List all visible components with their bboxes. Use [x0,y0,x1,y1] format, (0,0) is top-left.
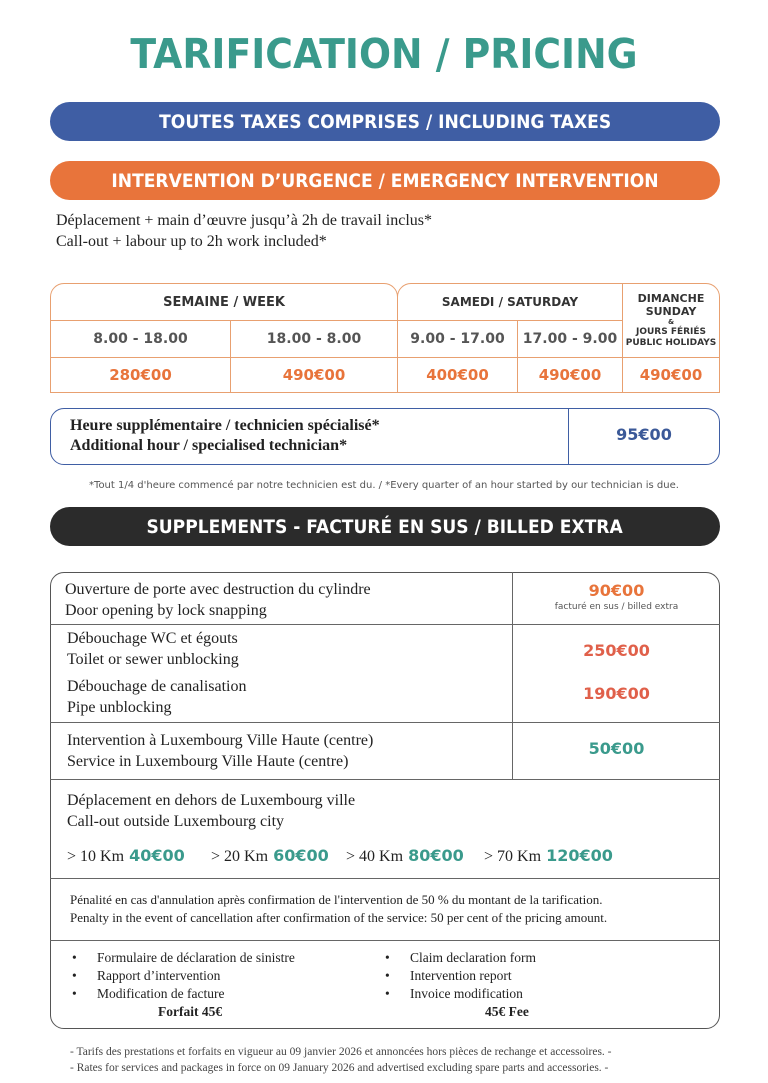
sunday-label: DIMANCHE [637,292,705,305]
time-slot: 9.00 - 17.00 [397,320,518,358]
rate-price: 400€00 [397,357,518,393]
list-item-text: Modification de facture [96,986,225,1001]
supplements-banner: SUPPLEMENTS - FACTURÉ EN SUS / BILLED EX… [50,507,720,546]
rate-price: 490€00 [622,357,720,393]
list-item-text: Invoice modification [409,986,523,1001]
page-title: TARIFICATION / PRICING [130,30,638,78]
door-fr: Ouverture de porte avec destruction du c… [65,581,371,598]
list-item: • Modification de facture [72,986,225,1001]
sunday-label: SUNDAY [645,305,697,318]
wc-en: Toilet or sewer unblocking [67,651,239,668]
time-slot: 18.00 - 8.00 [230,320,398,358]
saturday-header: SAMEDI / SATURDAY [397,283,623,321]
validity-note: - Tarifs des prestations et forfaits en … [70,1044,612,1076]
supplements-banner-text: SUPPLEMENTS - FACTURÉ EN SUS / BILLED EX… [146,515,624,538]
pipe-fr: Débouchage de canalisation [67,678,247,695]
supplements-box [50,572,720,1029]
pipe-en: Pipe unblocking [67,699,172,716]
distance-item: > 40 Km 80€00 [346,846,484,866]
list-item-text: Intervention report [409,968,512,983]
centre-price: 50€00 [588,739,645,758]
door-note: facturé en sus / billed extra [554,602,679,612]
list-item-text: Formulaire de déclaration de sinistre [96,950,295,965]
distance-item: > 10 Km 40€00 [67,846,211,866]
distance-price: 80€00 [408,846,464,865]
rate-price: 490€00 [230,357,398,393]
pipe-label: Débouchage de canalisation Pipe unblocki… [67,676,246,718]
additional-hour-fr: Heure supplémentaire / technicien spécia… [70,417,380,434]
distance-item: > 70 Km 120€00 [484,846,613,865]
admin-fee-en: 45€ Fee [485,1004,529,1019]
emergency-note: Déplacement + main d’œuvre jusqu’à 2h de… [56,210,432,252]
footnote: *Tout 1/4 d'heure commencé par notre tec… [89,480,679,491]
centre-fr: Intervention à Luxembourg Ville Haute (c… [67,732,374,749]
pipe-price: 190€00 [583,684,650,703]
sunday-label: & [667,318,675,326]
sunday-header: DIMANCHE SUNDAY & JOURS FÉRIÉS PUBLIC HO… [622,283,720,358]
distance-item: > 20 Km 60€00 [211,846,346,866]
distance-label: > 40 Km [346,848,404,865]
time-slot: 8.00 - 18.00 [50,320,231,358]
taxes-banner-text: TOUTES TAXES COMPRISES / INCLUDING TAXES [158,110,612,133]
validity-en: - Rates for services and packages in for… [70,1062,609,1074]
admin-fee-fr: Forfait 45€ [158,1004,223,1019]
distance-label: > 10 Km [67,848,125,865]
emergency-banner: INTERVENTION D’URGENCE / EMERGENCY INTER… [50,161,720,200]
distance-prices: > 10 Km 40€00 > 20 Km 60€00 > 40 Km 80€00 >… [67,846,613,866]
admin-list-en: • Claim declaration form • Intervention … [385,949,536,1021]
validity-fr: - Tarifs des prestations et forfaits en … [70,1046,612,1058]
list-item: • Invoice modification [385,986,523,1001]
outside-en: Call-out outside Luxembourg city [67,813,285,830]
wc-label: Débouchage WC et égouts Toilet or sewer … [67,628,239,670]
additional-hour-en: Additional hour / specialised technician… [70,437,348,454]
distance-label: > 20 Km [211,848,269,865]
outside-fr: Déplacement en dehors de Luxembourg vill… [67,792,356,809]
admin-list-fr: • Formulaire de déclaration de sinistre … [72,949,295,1021]
emergency-note-en: Call-out + labour up to 2h work included… [56,233,327,250]
distance-price: 60€00 [273,846,329,865]
distance-price: 40€00 [129,846,185,865]
centre-label: Intervention à Luxembourg Ville Haute (c… [67,730,373,772]
door-en: Door opening by lock snapping [65,602,267,619]
emergency-note-fr: Déplacement + main d’œuvre jusqu’à 2h de… [56,212,433,229]
emergency-banner-text: INTERVENTION D’URGENCE / EMERGENCY INTER… [111,169,659,192]
list-item: • Formulaire de déclaration de sinistre [72,950,295,965]
rate-price: 280€00 [50,357,231,393]
taxes-banner: TOUTES TAXES COMPRISES / INCLUDING TAXES [50,102,720,141]
time-slot: 17.00 - 9.00 [517,320,623,358]
sunday-label: JOURS FÉRIÉS [635,327,707,337]
week-header: SEMAINE / WEEK [50,283,398,321]
centre-en: Service in Luxembourg Ville Haute (centr… [67,753,349,770]
distance-label: > 70 Km [484,848,542,865]
additional-hour-label: Heure supplémentaire / technicien spécia… [70,416,380,456]
list-item: • Rapport d’intervention [72,968,221,983]
list-item: • Claim declaration form [385,950,536,965]
divider [568,409,569,464]
outside-label: Déplacement en dehors de Luxembourg vill… [67,790,355,832]
additional-hour-box: Heure supplémentaire / technicien spécia… [50,408,720,465]
penalty-fr: Pénalité en cas d'annulation après confi… [70,892,603,907]
distance-price: 120€00 [546,846,613,865]
wc-price: 250€00 [583,641,650,660]
rate-price: 490€00 [517,357,623,393]
door-price: 90€00 [588,581,645,600]
additional-hour-price: 95€00 [616,425,672,444]
penalty-text: Pénalité en cas d'annulation après confi… [70,891,607,927]
sunday-label: PUBLIC HOLIDAYS [625,338,717,348]
door-opening-label: Ouverture de porte avec destruction du c… [65,579,371,621]
list-item-text: Rapport d’intervention [96,968,221,983]
penalty-en: Penalty in the event of cancellation aft… [70,910,608,925]
list-item: • Intervention report [385,968,512,983]
list-item-text: Claim declaration form [409,950,536,965]
wc-fr: Débouchage WC et égouts [67,630,238,647]
